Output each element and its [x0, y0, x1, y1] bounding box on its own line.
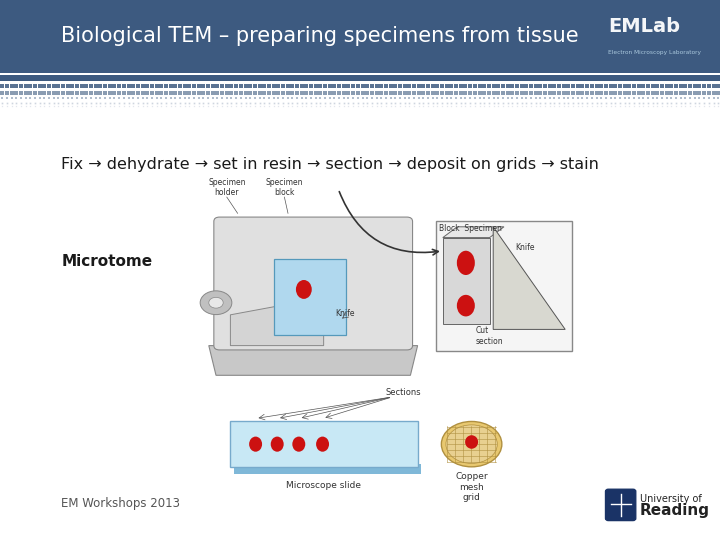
- Text: Cut
section: Cut section: [475, 326, 503, 346]
- Text: Microtome: Microtome: [61, 254, 153, 269]
- Text: Reading: Reading: [640, 503, 710, 518]
- Text: EMLab: EMLab: [608, 17, 680, 36]
- Ellipse shape: [296, 280, 312, 299]
- Polygon shape: [443, 238, 490, 324]
- FancyBboxPatch shape: [606, 489, 636, 521]
- Polygon shape: [230, 298, 324, 346]
- Bar: [0, 73, 720, 540]
- Text: Electron Microscopy Laboratory: Electron Microscopy Laboratory: [608, 50, 701, 55]
- FancyBboxPatch shape: [214, 217, 413, 350]
- Polygon shape: [443, 227, 504, 238]
- Text: Copper
mesh
grid: Copper mesh grid: [455, 472, 488, 502]
- Bar: [230, 421, 418, 467]
- Bar: [234, 464, 421, 474]
- Text: Biological TEM – preparing specimens from tissue: Biological TEM – preparing specimens fro…: [61, 26, 579, 46]
- Text: Knife: Knife: [515, 243, 534, 252]
- Ellipse shape: [316, 436, 329, 451]
- Ellipse shape: [271, 436, 284, 451]
- Ellipse shape: [457, 295, 475, 316]
- Circle shape: [441, 421, 502, 467]
- Bar: [0, 0, 720, 73]
- Circle shape: [200, 291, 232, 315]
- Text: Sections: Sections: [385, 388, 420, 397]
- Text: EM Workshops 2013: EM Workshops 2013: [61, 497, 180, 510]
- Text: Block  Specimen: Block Specimen: [439, 224, 502, 233]
- Circle shape: [209, 298, 223, 308]
- Text: Microscope slide: Microscope slide: [287, 481, 361, 490]
- Text: Specimen
holder: Specimen holder: [208, 178, 246, 197]
- Ellipse shape: [465, 435, 478, 449]
- Polygon shape: [209, 346, 418, 375]
- Circle shape: [446, 425, 498, 463]
- Ellipse shape: [249, 436, 262, 451]
- Text: Knife: Knife: [335, 309, 354, 318]
- Text: Specimen
block: Specimen block: [266, 178, 303, 197]
- Ellipse shape: [457, 251, 475, 275]
- Bar: [436, 221, 572, 351]
- Text: University of: University of: [640, 494, 702, 504]
- FancyBboxPatch shape: [274, 259, 346, 335]
- Ellipse shape: [292, 436, 305, 451]
- Text: Fix → dehydrate → set in resin → section → deposit on grids → stain: Fix → dehydrate → set in resin → section…: [61, 157, 599, 172]
- Polygon shape: [493, 227, 565, 329]
